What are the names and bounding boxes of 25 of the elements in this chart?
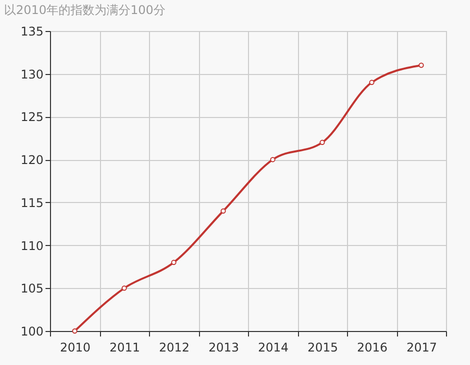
x-tick-label: 2014 xyxy=(258,340,289,354)
y-tick-label: 115 xyxy=(20,196,44,210)
x-tick-label: 2010 xyxy=(60,340,91,354)
x-tick-label: 2015 xyxy=(307,340,338,354)
point xyxy=(270,156,276,162)
y-tick-label: 110 xyxy=(20,238,44,253)
point xyxy=(171,260,176,266)
x-tick-label: 2017 xyxy=(406,340,438,354)
point xyxy=(320,140,325,146)
x-tick-label: 2013 xyxy=(208,340,240,354)
x-tick-label: 2011 xyxy=(109,340,140,354)
x-tick-label: 2012 xyxy=(158,340,190,354)
point xyxy=(72,328,78,334)
point xyxy=(369,80,374,86)
y-tick-label: 125 xyxy=(20,110,44,124)
point xyxy=(220,208,226,214)
y-tick-label: 100 xyxy=(20,324,44,338)
x-tick-label: 2016 xyxy=(356,340,388,354)
y-tick-label: 135 xyxy=(20,24,44,38)
y-tick-label: 105 xyxy=(20,282,44,296)
chart-title: 以2010年的指数为满分100分 xyxy=(4,3,166,17)
y-tick-label: 120 xyxy=(20,153,44,168)
point xyxy=(418,62,424,68)
point xyxy=(122,286,127,291)
y-tick-label: 130 xyxy=(20,67,44,82)
